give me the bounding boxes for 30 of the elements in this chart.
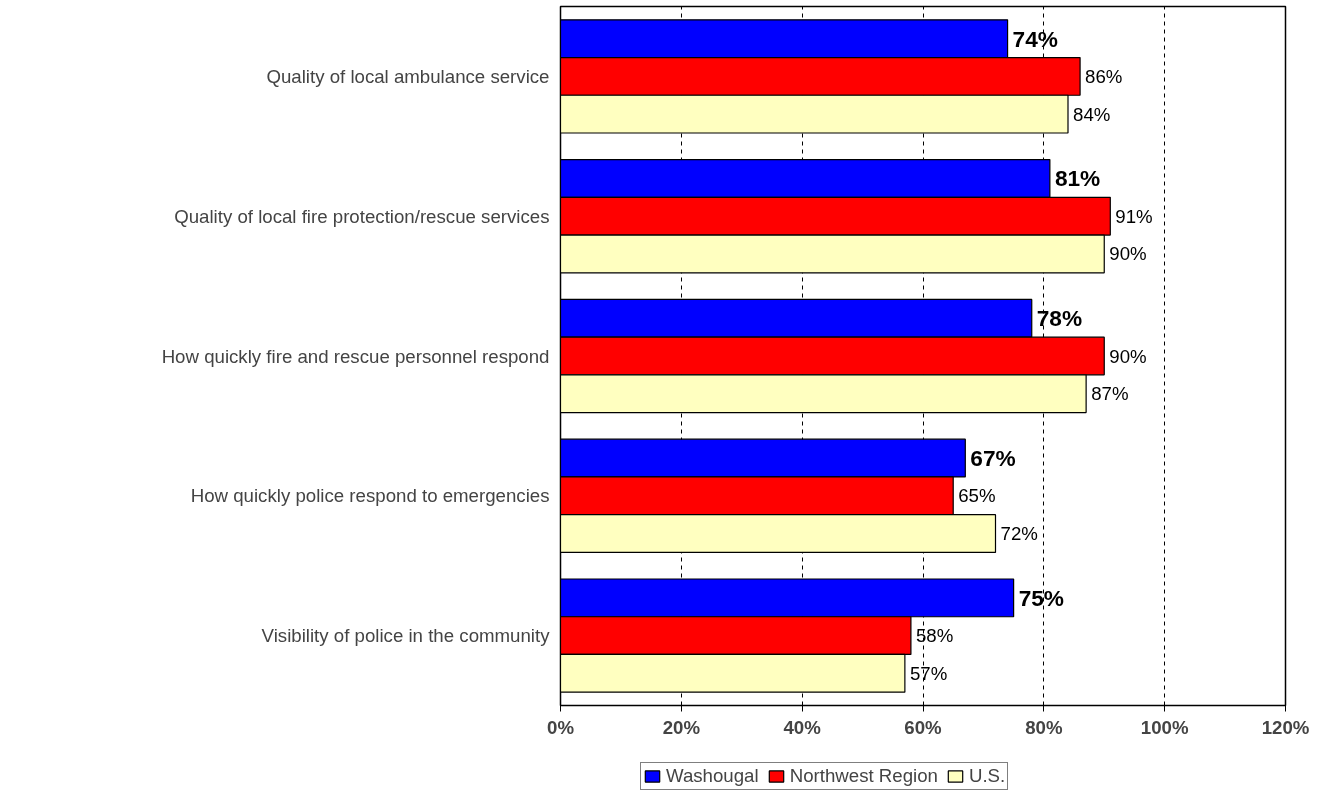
data-label: 81% <box>1054 165 1101 192</box>
data-label: 75% <box>1018 584 1064 611</box>
data-label: 86% <box>1085 65 1123 87</box>
x-tick-label: 60% <box>904 716 943 738</box>
y-tick-label: Quality of local fire protection/rescue services <box>174 205 550 227</box>
data-label: 91% <box>1115 205 1153 227</box>
data-label: 65% <box>958 485 996 507</box>
data-label: 78% <box>1036 305 1083 332</box>
x-tick-label: 0% <box>547 716 575 738</box>
x-tick-label: 80% <box>1025 716 1063 738</box>
legend-label: Washougal <box>666 765 759 787</box>
legend-label: U.S. <box>968 765 1006 787</box>
data-label: 84% <box>1073 103 1111 125</box>
x-tick-label: 40% <box>783 716 822 738</box>
y-tick-label: How quickly police respond to emergencies <box>190 485 550 507</box>
data-label: 58% <box>915 625 954 647</box>
data-label: 72% <box>1000 523 1038 545</box>
data-label: 67% <box>970 445 1016 472</box>
data-label: 90% <box>1109 243 1147 265</box>
data-label: 87% <box>1091 383 1129 405</box>
x-tick-label: 20% <box>662 716 701 738</box>
data-label: 57% <box>909 662 948 684</box>
y-tick-label: Visibility of police in the community <box>261 625 551 647</box>
x-tick-label: 100% <box>1140 716 1189 738</box>
y-tick-label: How quickly fire and rescue personnel respond <box>161 345 550 367</box>
y-tick-label: Quality of local ambulance service <box>266 65 550 87</box>
legend-label: Northwest Region <box>789 765 938 787</box>
data-label: 74% <box>1012 25 1058 52</box>
x-tick-label: 120% <box>1261 716 1310 738</box>
data-label: 90% <box>1109 345 1147 367</box>
